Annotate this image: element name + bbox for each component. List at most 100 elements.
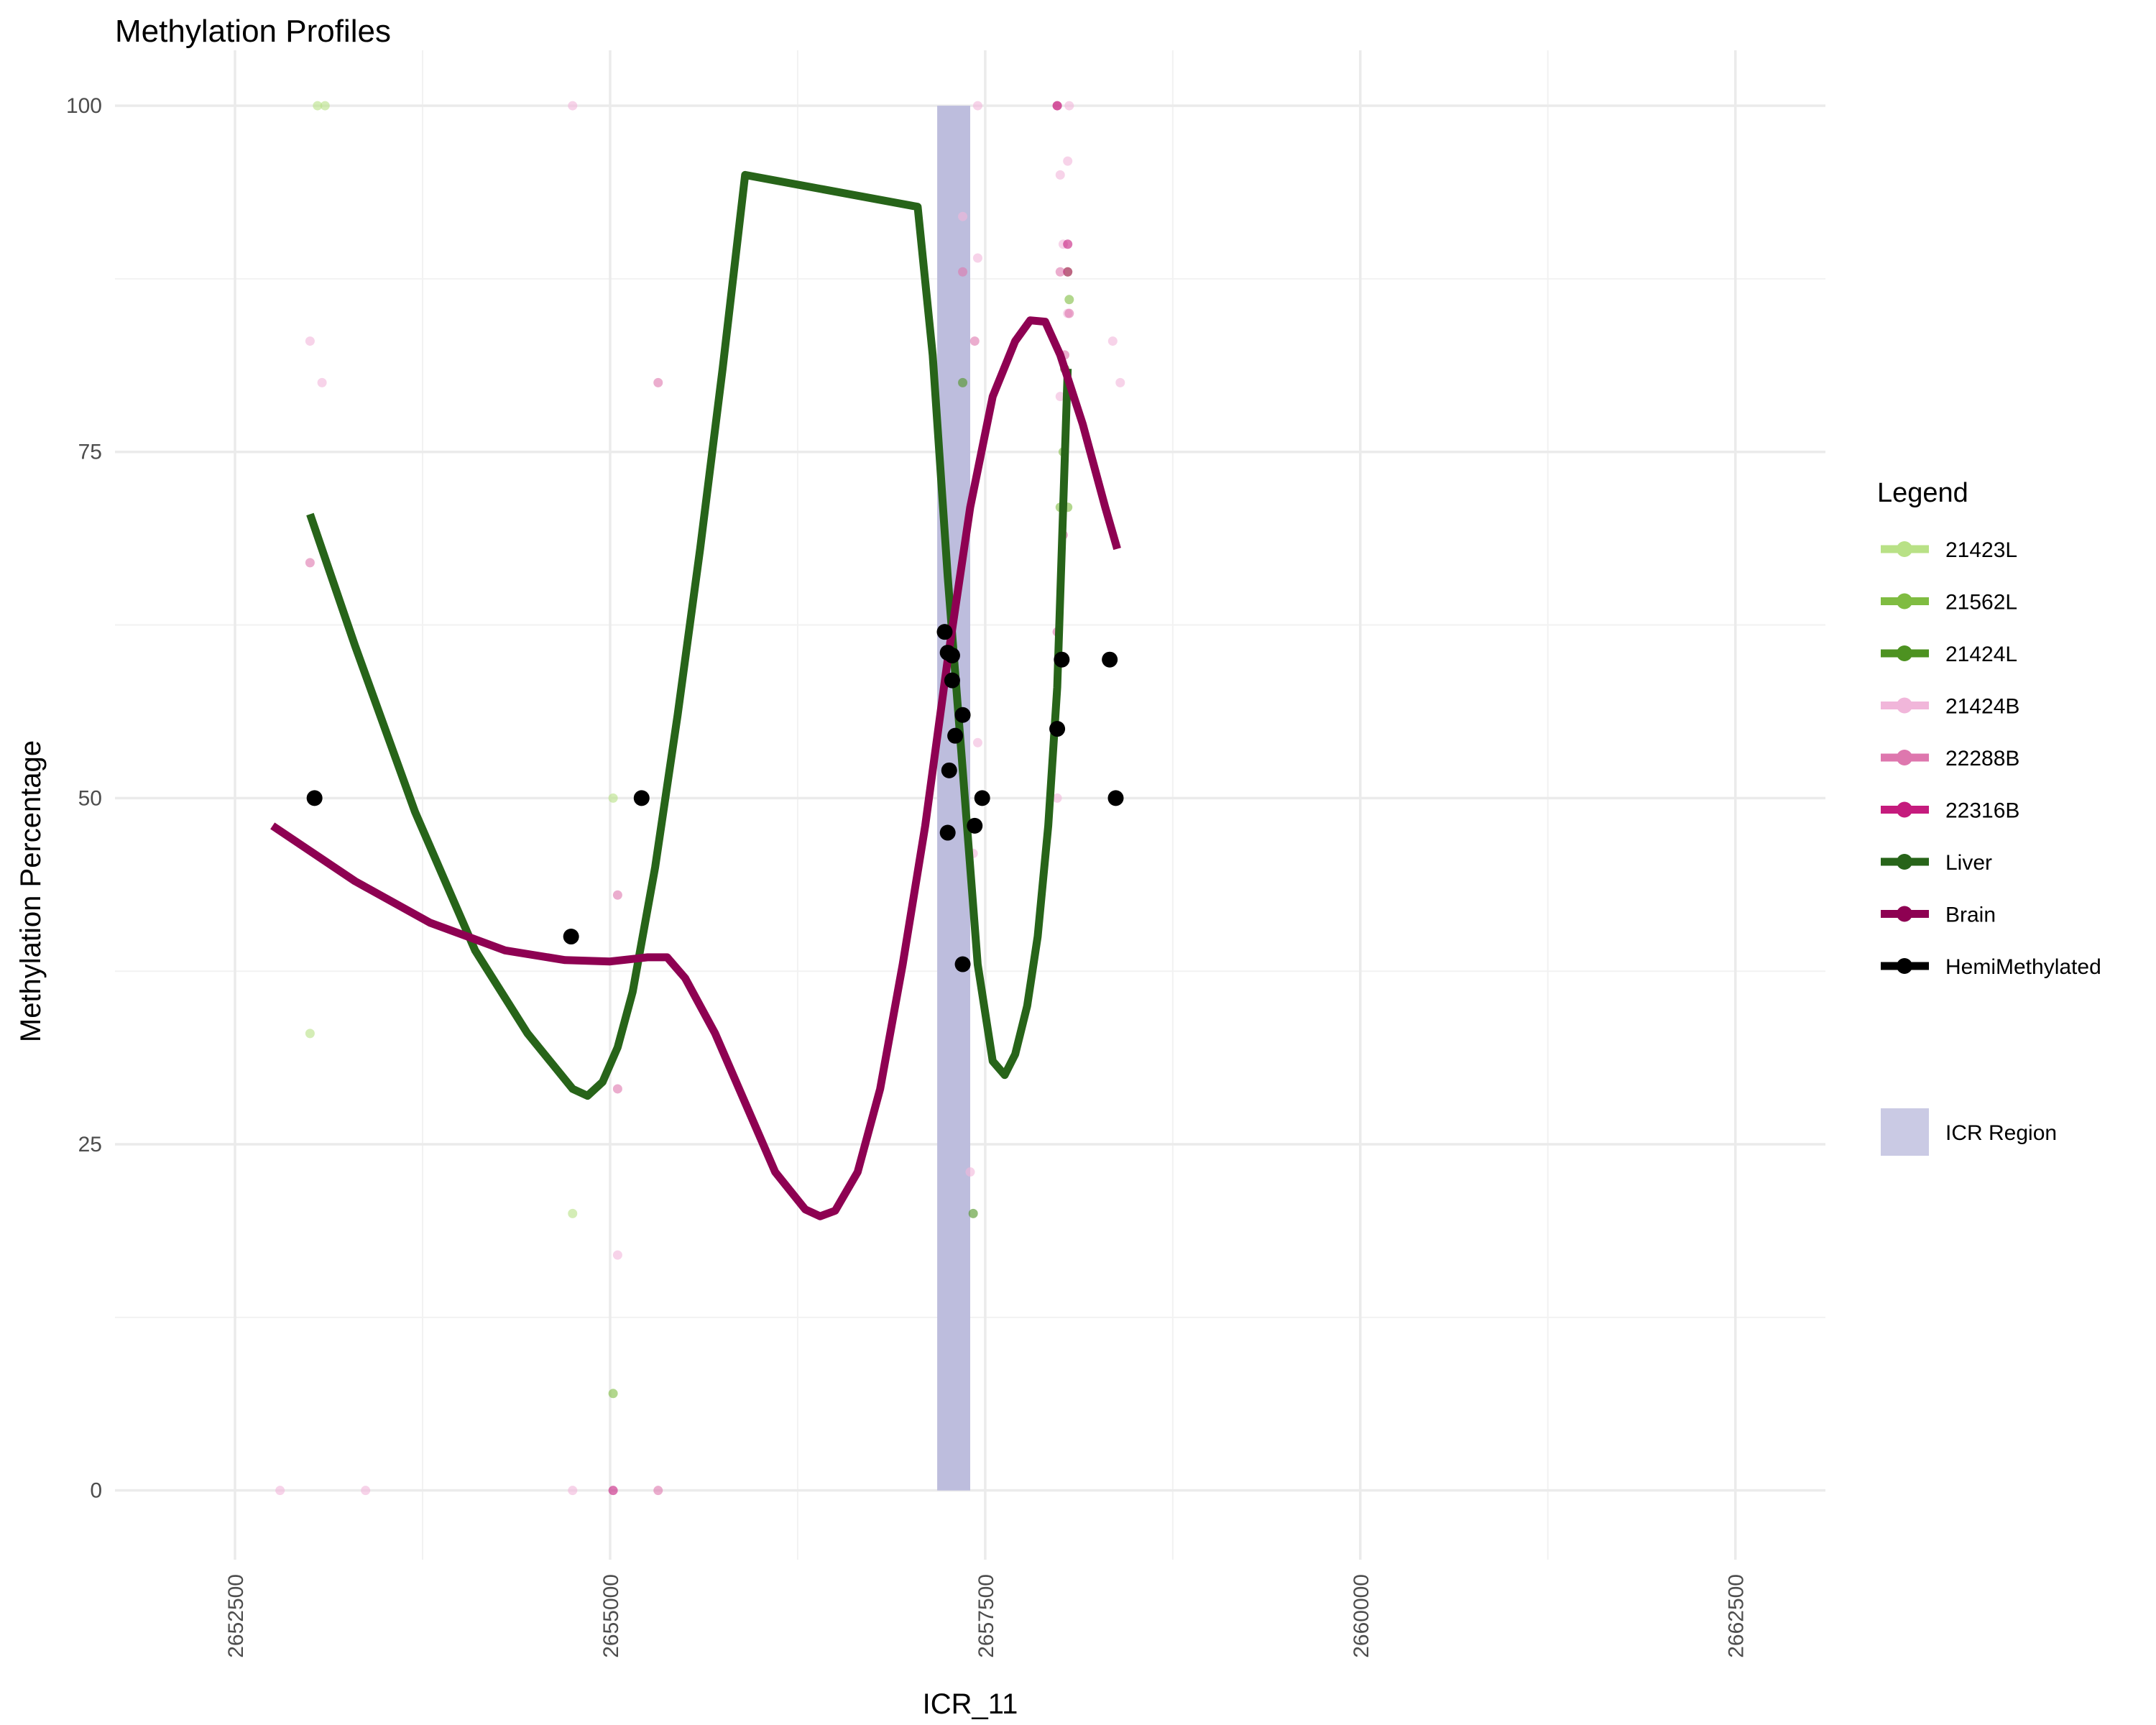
legend-key-point bbox=[1897, 750, 1912, 765]
legend-key-point bbox=[1897, 958, 1912, 974]
legend-key-point bbox=[1897, 593, 1912, 610]
x-tick-labels: 2652500 2655000 2657500 2660000 2662500 bbox=[224, 1574, 1749, 1658]
legend-label: 21562L bbox=[1945, 591, 2017, 615]
point-21424b bbox=[305, 336, 315, 346]
point-hemimethylated bbox=[563, 929, 579, 945]
point-hemimethylated bbox=[1049, 721, 1066, 737]
point-22288b bbox=[653, 377, 663, 387]
y-tick-labels: 0 25 50 75 100 bbox=[66, 94, 102, 1503]
legend-item-21424b: 21424B bbox=[1881, 695, 2019, 719]
point-hemimethylated bbox=[1054, 651, 1070, 668]
point-21424b bbox=[972, 737, 982, 748]
x-tick-label: 2660000 bbox=[1350, 1574, 1373, 1658]
point-21424b bbox=[972, 253, 982, 263]
legend-label: Brain bbox=[1945, 903, 1996, 927]
point-hemimethylated bbox=[936, 624, 953, 640]
legend-key-point bbox=[1897, 541, 1912, 557]
point-21424b bbox=[612, 1250, 622, 1260]
legend-label: 21424B bbox=[1945, 695, 2019, 719]
legend-label: 22288B bbox=[1945, 747, 2019, 770]
legend-key-point bbox=[1897, 906, 1912, 922]
y-tick-label: 50 bbox=[78, 786, 102, 810]
point-22316b bbox=[608, 1486, 618, 1496]
chart-title: Methylation Profiles bbox=[115, 14, 391, 49]
legend-key-point bbox=[1897, 854, 1912, 870]
point-22316b bbox=[1063, 267, 1073, 277]
point-21423l bbox=[608, 793, 618, 803]
point-21423l bbox=[305, 1029, 315, 1039]
legend: Legend 21423L 21562L 21424L 21424B 22288B 223… bbox=[1877, 478, 2101, 1156]
point-21424b bbox=[568, 1486, 578, 1496]
point-21424b bbox=[1064, 101, 1074, 111]
legend-item-hemimethylated: HemiMethylated bbox=[1881, 955, 2101, 979]
x-tick-label: 2662500 bbox=[1725, 1574, 1749, 1658]
point-21424b bbox=[568, 101, 578, 111]
legend-key-point bbox=[1897, 697, 1912, 714]
point-21424l bbox=[968, 1208, 978, 1218]
point-22288b bbox=[305, 558, 315, 568]
point-hemimethylated bbox=[947, 727, 964, 744]
point-21424l bbox=[958, 377, 968, 387]
y-axis-title: Methylation Percentage bbox=[15, 740, 47, 1042]
x-tick-label: 2652500 bbox=[224, 1574, 248, 1658]
point-21424b bbox=[1115, 377, 1125, 387]
point-21424b bbox=[1107, 336, 1118, 346]
legend-key-region bbox=[1881, 1108, 1929, 1156]
point-22288b bbox=[1064, 308, 1074, 318]
point-21424b bbox=[958, 211, 968, 221]
point-hemimethylated bbox=[939, 824, 956, 841]
y-tick-label: 0 bbox=[90, 1479, 102, 1503]
point-22288b bbox=[958, 267, 968, 277]
point-hemimethylated bbox=[967, 817, 983, 834]
point-22288b bbox=[612, 1084, 622, 1094]
point-21424b bbox=[972, 101, 982, 111]
lines-layer bbox=[270, 170, 1121, 1220]
series-line-liver bbox=[306, 170, 1072, 1100]
point-21424b bbox=[1055, 392, 1065, 402]
x-tick-label: 2655000 bbox=[599, 1574, 623, 1658]
x-tick-label: 2657500 bbox=[975, 1574, 998, 1658]
legend-item-22316b: 22316B bbox=[1881, 799, 2019, 823]
y-tick-label: 75 bbox=[78, 441, 102, 464]
point-21424b bbox=[361, 1486, 371, 1496]
y-tick-label: 25 bbox=[78, 1133, 102, 1156]
series-line-brain bbox=[270, 316, 1121, 1220]
legend-title: Legend bbox=[1877, 478, 1968, 508]
point-21424b bbox=[275, 1486, 285, 1496]
point-22288b bbox=[1055, 267, 1065, 277]
x-axis-title: ICR_11 bbox=[923, 1688, 1018, 1720]
legend-item-22288b: 22288B bbox=[1881, 747, 2019, 770]
point-21424b bbox=[1052, 793, 1062, 803]
point-22288b bbox=[612, 890, 622, 900]
point-hemimethylated bbox=[1102, 651, 1118, 668]
point-22288b bbox=[969, 336, 980, 346]
legend-label: Liver bbox=[1945, 851, 1992, 875]
point-21424b bbox=[317, 377, 327, 387]
legend-items: 21423L 21562L 21424L 21424B 22288B 22316B Live… bbox=[1881, 538, 2101, 1156]
point-hemimethylated bbox=[954, 956, 971, 972]
point-hemimethylated bbox=[941, 762, 957, 778]
point-21424b bbox=[1063, 156, 1073, 166]
legend-item-liver: Liver bbox=[1881, 851, 1992, 875]
point-22316b bbox=[1052, 101, 1062, 111]
point-21423l bbox=[568, 1208, 578, 1218]
legend-label: 22316B bbox=[1945, 799, 2019, 823]
point-21423l bbox=[313, 101, 323, 111]
legend-label: 21423L bbox=[1945, 538, 2017, 562]
point-21562l bbox=[608, 1389, 618, 1399]
legend-key-point bbox=[1897, 801, 1912, 818]
legend-label: HemiMethylated bbox=[1945, 955, 2101, 979]
point-21424b bbox=[1055, 170, 1065, 180]
point-hemimethylated bbox=[306, 790, 323, 806]
point-hemimethylated bbox=[974, 790, 990, 806]
point-21423l bbox=[320, 101, 330, 111]
legend-key-point bbox=[1897, 645, 1912, 661]
legend-item-brain: Brain bbox=[1881, 903, 1996, 927]
legend-item-21423l: 21423L bbox=[1881, 538, 2017, 562]
point-hemimethylated bbox=[944, 647, 960, 663]
y-tick-label: 100 bbox=[66, 94, 102, 118]
legend-item-21562l: 21562L bbox=[1881, 591, 2017, 615]
legend-label: 21424L bbox=[1945, 643, 2017, 666]
legend-label: ICR Region bbox=[1945, 1121, 2057, 1145]
